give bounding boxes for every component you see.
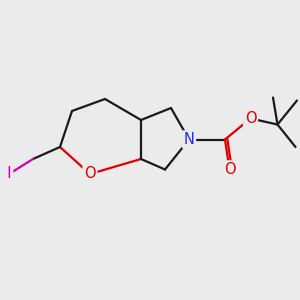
Text: N: N bbox=[184, 132, 194, 147]
Text: O: O bbox=[224, 162, 235, 177]
Text: I: I bbox=[7, 167, 11, 182]
Text: O: O bbox=[245, 111, 256, 126]
Text: O: O bbox=[84, 167, 96, 182]
